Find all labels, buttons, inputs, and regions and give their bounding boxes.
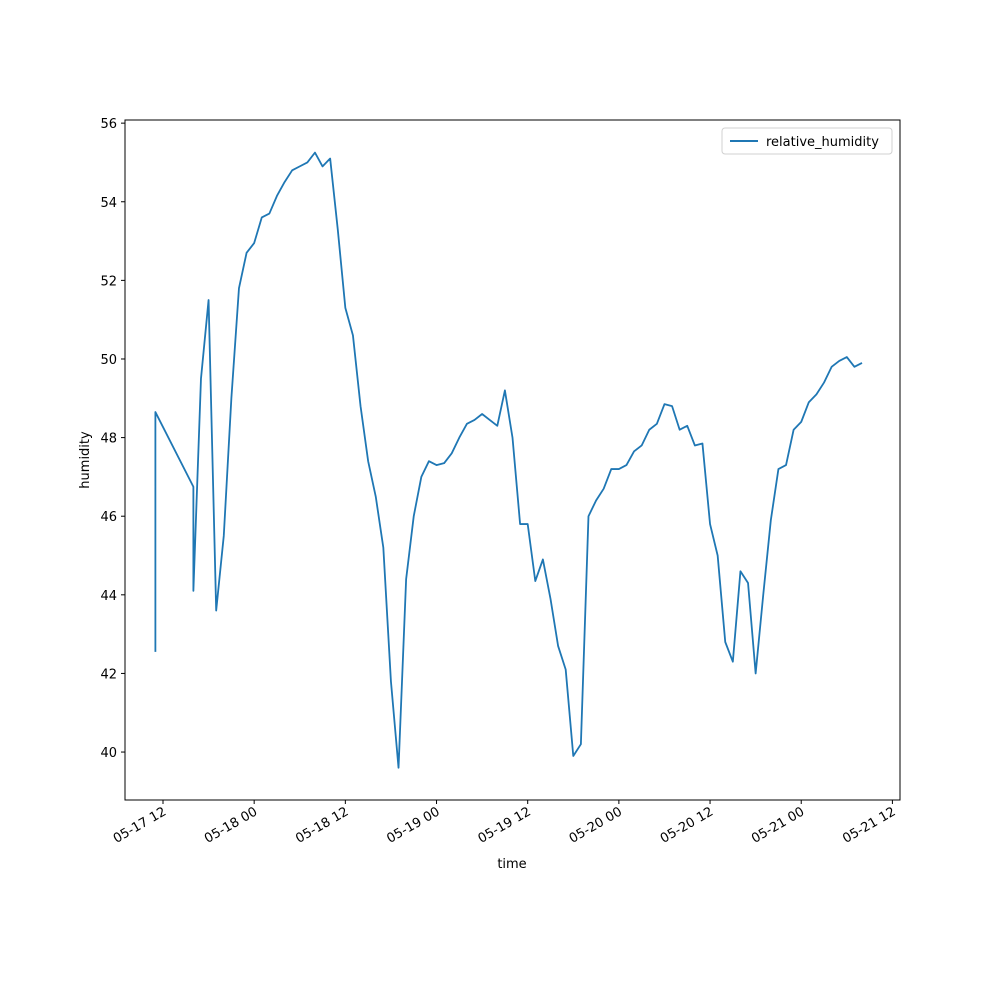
legend-label: relative_humidity <box>766 135 879 150</box>
x-tick-label: 05-20 00 <box>567 804 625 846</box>
y-tick-label: 52 <box>100 274 117 289</box>
y-tick-label: 48 <box>100 432 117 447</box>
y-tick-label: 44 <box>100 589 117 604</box>
x-axis-label: time <box>497 857 526 872</box>
plot-frame <box>124 119 901 801</box>
x-tick-label: 05-21 12 <box>840 804 898 846</box>
x-tick-label: 05-18 00 <box>202 804 260 846</box>
y-tick-label: 50 <box>100 353 117 368</box>
line <box>154 151 863 769</box>
x-tick-label: 05-20 12 <box>658 804 716 846</box>
y-tick-label: 40 <box>100 746 117 761</box>
x-tick-label: 05-19 12 <box>476 804 534 846</box>
x-tick-label: 05-21 00 <box>749 804 807 846</box>
y-tick-label: 42 <box>100 667 117 682</box>
legend-box <box>721 127 893 155</box>
y-tick-label: 46 <box>100 510 117 525</box>
x-tick-label: 05-19 00 <box>384 804 442 846</box>
y-axis-label: humidity <box>78 431 93 489</box>
x-tick-label: 05-18 12 <box>293 804 351 846</box>
y-tick-label: 54 <box>100 196 117 211</box>
legend: relative_humidity <box>721 127 893 155</box>
x-tick-label: 05-17 12 <box>111 804 169 846</box>
y-tick-label: 56 <box>100 117 117 132</box>
